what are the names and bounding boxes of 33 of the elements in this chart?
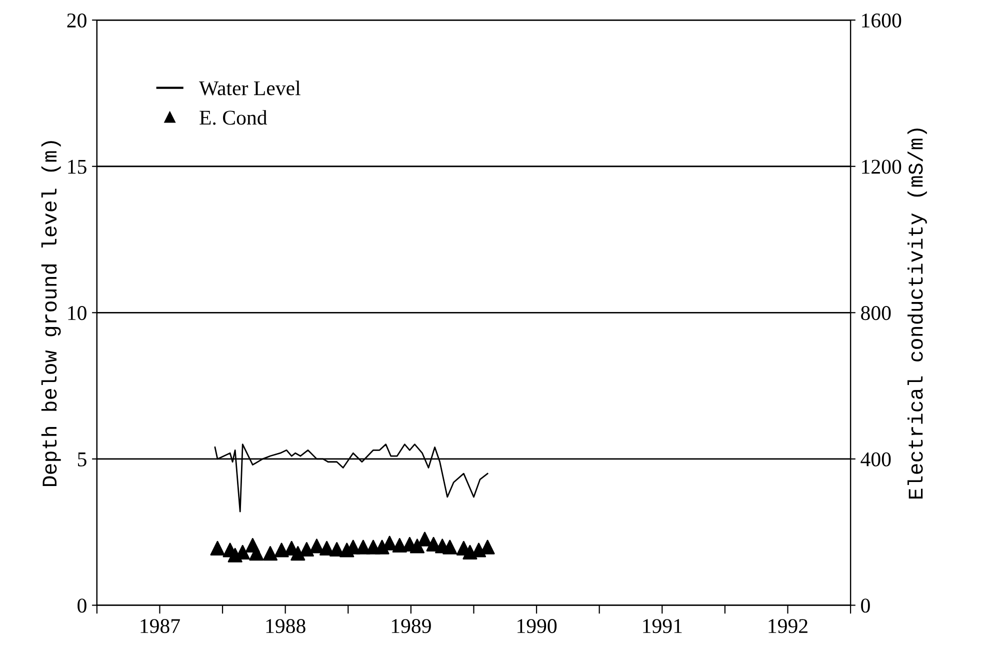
y2-tick-label: 400 [860,452,891,466]
x-tick-label: 1990 [518,619,557,634]
point [249,546,264,561]
y2-tick-label: 1200 [862,160,902,174]
y2-tick-label: 800 [861,306,891,320]
y-tick-label: 10 [68,306,86,320]
legend-label: E. Cond [200,110,268,125]
point [274,542,289,558]
x-tick-label: 1988 [266,619,306,634]
y2-axis-title: Electrical conductivity (mS/m) [907,128,927,499]
point [210,540,225,556]
point [309,538,324,554]
y-tick-label: 0 [78,598,86,613]
point [356,540,370,554]
legend-label: Water Level [199,80,300,96]
point [299,542,314,557]
point [392,538,407,553]
point [262,546,278,561]
y-tick-label: 20 [67,13,86,28]
y2-tick-label: 1600 [862,13,902,28]
point [442,540,458,554]
x-tick-label: 1992 [768,619,808,634]
point [410,538,424,554]
point [480,540,495,554]
x-tick-label: 1989 [392,619,431,634]
point [290,546,306,561]
y-tick-label: 5 [78,452,86,466]
x-tick-label: 1987 [140,619,180,634]
y2-tick-label: 0 [861,598,870,613]
point [417,532,432,546]
y-axis-title: Depth below ground level (m) [41,141,61,486]
y-tick-label: 15 [68,160,86,174]
x-tick-label: 1991 [643,619,682,634]
